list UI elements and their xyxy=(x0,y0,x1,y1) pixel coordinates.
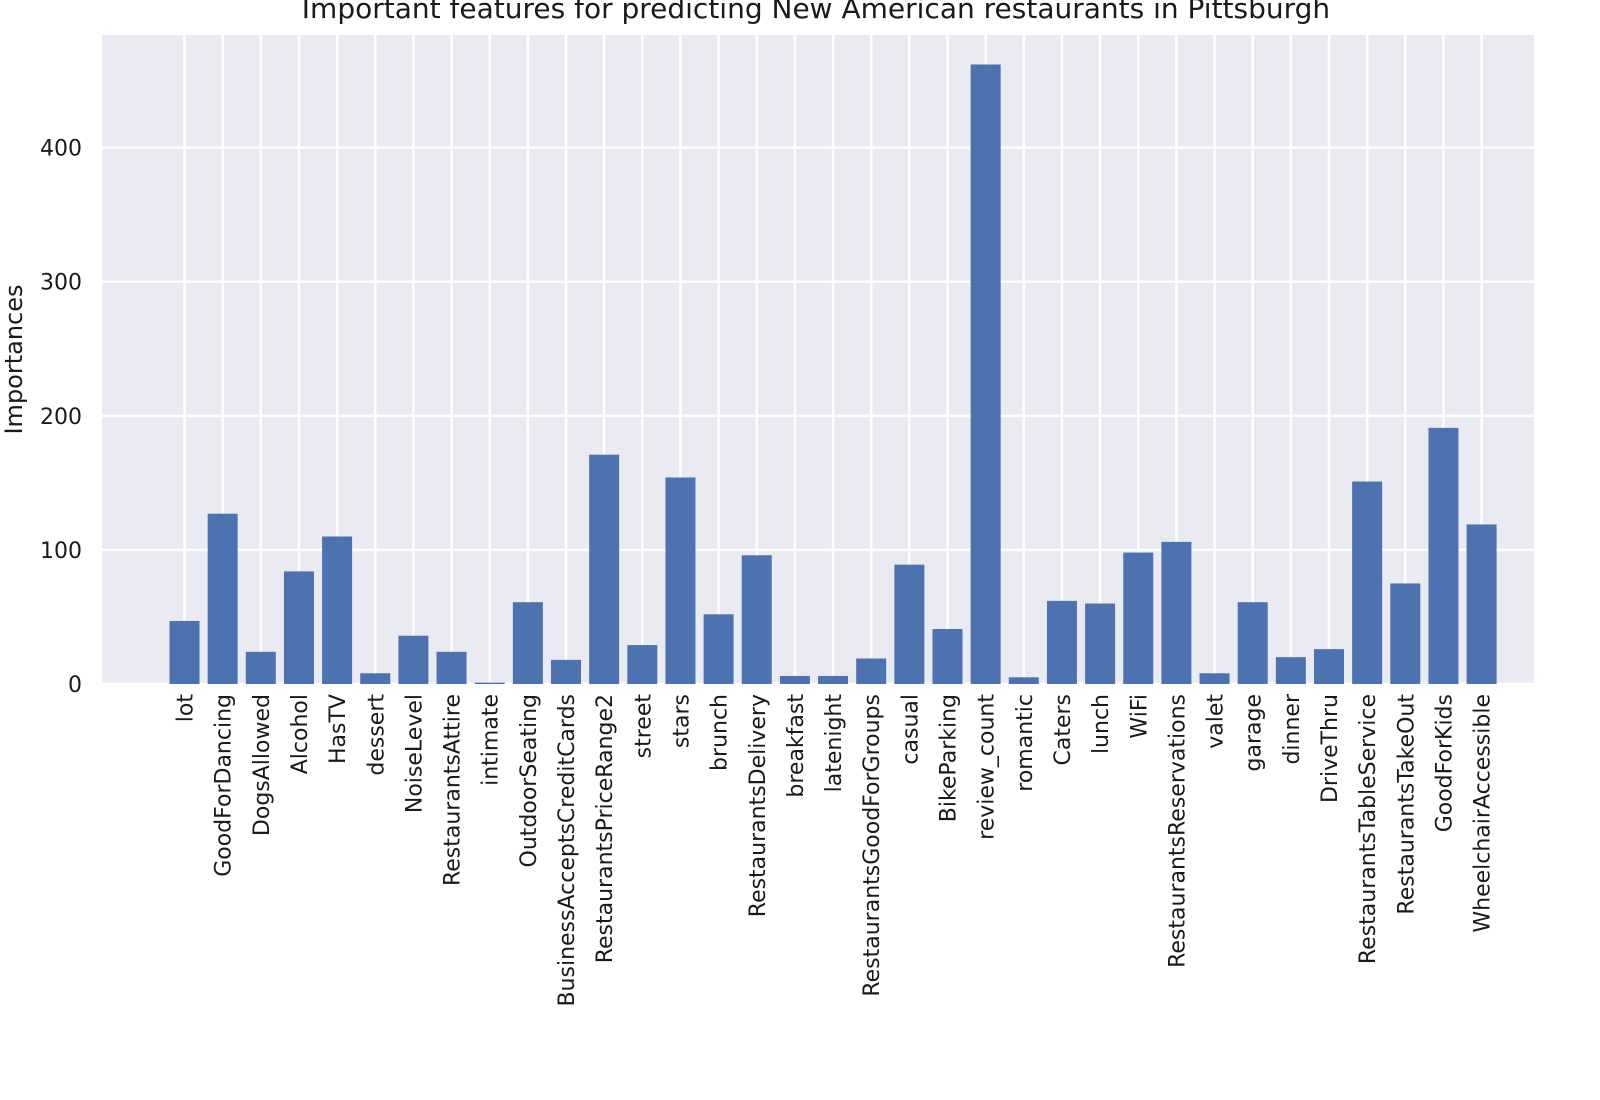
x-tick-label: romantic xyxy=(1013,694,1038,792)
bar-BikeParking xyxy=(932,629,963,684)
bar-WheelchairAccessible xyxy=(1466,524,1497,684)
x-tick-label: RestaurantsPriceRange2 xyxy=(593,694,618,963)
bar-NoiseLevel xyxy=(398,635,429,684)
x-tick-label: OutdoorSeating xyxy=(517,694,542,867)
y-tick-label: 0 xyxy=(68,673,82,698)
y-tick-label: 300 xyxy=(40,271,82,296)
bar-dinner xyxy=(1275,657,1306,684)
x-axis-ticks: lot GoodForDancing DogsAllowed Alcohol HasTV… xyxy=(174,693,1496,1006)
y-tick-label: 400 xyxy=(40,137,82,162)
bar-DriveThru xyxy=(1314,649,1344,684)
bar-GoodForKids xyxy=(1428,427,1459,684)
x-tick-label: GoodForKids xyxy=(1432,694,1457,832)
x-tick-label: RestaurantsReservations xyxy=(1165,694,1190,968)
bar-dessert xyxy=(360,673,391,684)
x-tick-label: RestaurantsAttire xyxy=(441,694,466,886)
bar-RestaurantsAttire xyxy=(436,651,467,684)
bar-RestaurantsReservations xyxy=(1161,541,1192,684)
bar-romantic xyxy=(1008,677,1039,684)
x-tick-label: Caters xyxy=(1051,694,1076,766)
plot-area xyxy=(102,35,1534,684)
x-tick-label: DriveThru xyxy=(1318,694,1343,803)
bar-latenight xyxy=(818,675,849,684)
bar-valet xyxy=(1199,673,1230,684)
x-tick-label: lunch xyxy=(1089,694,1114,754)
bar-RestaurantsPriceRange2 xyxy=(589,454,620,684)
x-tick-label: Alcohol xyxy=(288,694,313,774)
x-tick-label: RestaurantsTakeOut xyxy=(1394,694,1419,915)
bar-RestaurantsTableService xyxy=(1352,481,1383,684)
x-tick-label: stars xyxy=(669,694,694,748)
bar-Alcohol xyxy=(283,571,314,684)
bar-lot xyxy=(169,620,200,684)
bar-stars xyxy=(665,477,696,684)
bar-GoodForDancing xyxy=(207,513,238,684)
bar-BusinessAcceptsCreditCards xyxy=(551,659,581,684)
x-tick-label: RestaurantsGoodForGroups xyxy=(860,694,885,997)
x-tick-label: breakfast xyxy=(784,694,809,798)
bar-Caters xyxy=(1046,600,1077,684)
x-tick-label: NoiseLevel xyxy=(402,694,427,813)
x-tick-label: valet xyxy=(1204,694,1229,749)
bar-breakfast xyxy=(779,675,810,684)
chart-title: Important features for predicting New Am… xyxy=(302,0,1330,25)
x-tick-label: brunch xyxy=(708,694,733,771)
x-tick-label: GoodForDancing xyxy=(212,694,237,877)
x-tick-label: HasTV xyxy=(326,694,351,764)
x-tick-label: latenight xyxy=(822,694,847,793)
bar-RestaurantsTakeOut xyxy=(1390,583,1421,684)
bar-OutdoorSeating xyxy=(512,602,543,684)
bar-RestaurantsGoodForGroups xyxy=(856,658,887,684)
x-tick-label: WiFi xyxy=(1127,694,1152,739)
bar-DogsAllowed xyxy=(245,651,276,684)
x-tick-label: dessert xyxy=(364,694,389,776)
x-tick-label: DogsAllowed xyxy=(250,694,275,836)
bar-HasTV xyxy=(322,536,353,684)
bar-review_count xyxy=(970,64,1001,684)
bar-garage xyxy=(1237,602,1268,684)
bar-brunch xyxy=(703,614,734,684)
y-tick-label: 100 xyxy=(40,539,82,564)
x-tick-label: garage xyxy=(1242,694,1267,771)
x-tick-label: lot xyxy=(174,694,199,723)
x-tick-label: intimate xyxy=(479,694,504,786)
bar-RestaurantsDelivery xyxy=(741,555,772,684)
bars xyxy=(169,64,1497,684)
y-tick-label: 200 xyxy=(40,405,82,430)
x-tick-label: WheelchairAccessible xyxy=(1471,694,1496,933)
x-tick-label: casual xyxy=(898,694,923,765)
y-axis-ticks: 0 100 200 300 400 xyxy=(40,137,82,698)
x-tick-label: review_count xyxy=(975,694,1000,840)
x-tick-label: RestaurantsTableService xyxy=(1356,694,1381,964)
bar-WiFi xyxy=(1123,552,1154,684)
x-tick-label: dinner xyxy=(1280,693,1305,764)
bar-casual xyxy=(894,564,925,684)
x-tick-label: BusinessAcceptsCreditCards xyxy=(555,694,580,1007)
bar-lunch xyxy=(1085,603,1116,684)
bar-intimate xyxy=(474,682,505,684)
y-axis-label: Importances xyxy=(0,284,28,434)
bar-street xyxy=(627,645,658,684)
x-tick-label: RestaurantsDelivery xyxy=(746,694,771,917)
x-tick-label: street xyxy=(631,694,656,759)
x-tick-label: BikeParking xyxy=(937,694,962,822)
